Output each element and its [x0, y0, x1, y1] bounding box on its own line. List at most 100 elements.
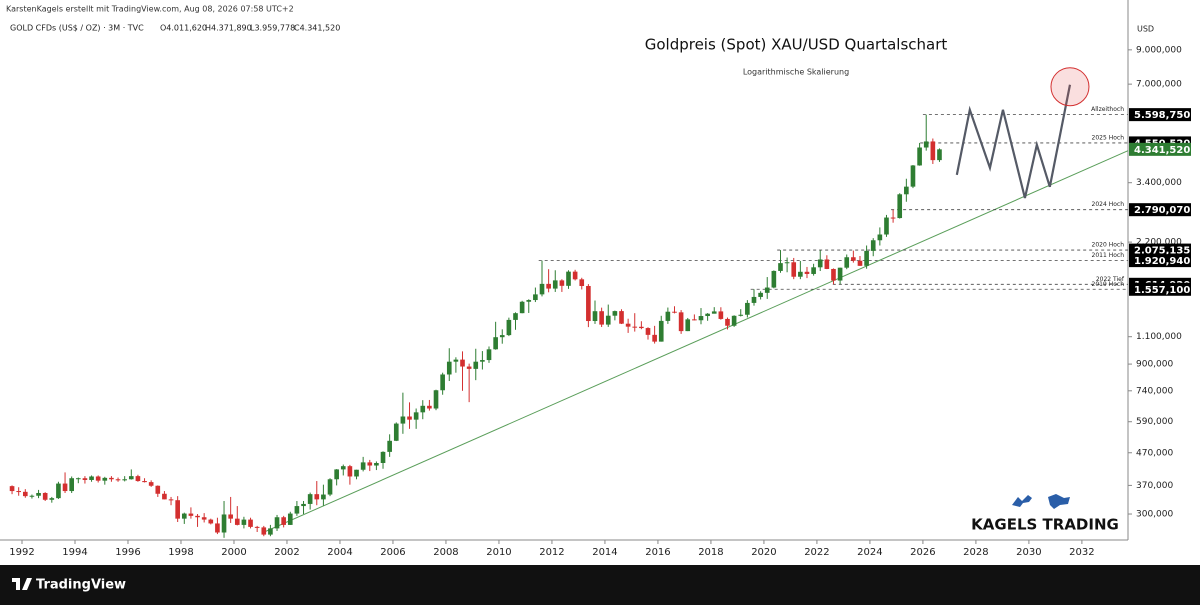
candle-body	[725, 318, 730, 326]
candle-body	[771, 270, 777, 288]
candle-body	[162, 493, 167, 500]
level-label-box	[1129, 254, 1191, 268]
x-tick-label: 1998	[168, 547, 193, 558]
candle-body	[665, 311, 671, 321]
x-tick-label: 1996	[115, 547, 140, 558]
candle-body	[75, 478, 81, 480]
candle-body	[261, 527, 267, 535]
level-label: 2.075,135	[1134, 246, 1190, 257]
candle-body	[407, 416, 412, 420]
candle-body	[698, 316, 704, 321]
projection-line	[955, 84, 1072, 199]
ohlc-open: O4.011,620	[160, 24, 207, 33]
level-label-box	[1129, 108, 1191, 122]
candle-body	[930, 141, 936, 161]
candle-body	[632, 326, 638, 328]
candle-body	[281, 517, 286, 525]
candle-body	[798, 271, 803, 277]
logo-text: KAGELS TRADING	[971, 516, 1119, 534]
candle-body	[678, 312, 684, 332]
candle-body	[705, 313, 710, 317]
candle-body	[910, 165, 916, 187]
candle-body	[208, 519, 214, 524]
candle-body	[241, 519, 247, 525]
candle-body	[347, 466, 353, 477]
symbol: GOLD CFDs (US$ / OZ) · 3M · TVC	[10, 24, 144, 33]
logo: KAGELS TRADING	[971, 494, 1119, 534]
y-tick-label: 7.000,000	[1136, 80, 1182, 90]
candle-body	[552, 280, 558, 289]
candle-body	[539, 283, 545, 295]
candle-body	[9, 486, 15, 492]
level-name: 2019 Hoch	[1092, 281, 1125, 288]
candle-body	[652, 334, 657, 342]
x-tick-label: 2000	[221, 547, 246, 558]
candle-body	[460, 359, 465, 367]
x-tick-label: 2012	[539, 547, 564, 558]
candle-body	[221, 514, 227, 533]
candle-body	[923, 141, 929, 148]
candle-body	[453, 359, 459, 362]
candle-body	[486, 349, 492, 361]
x-tick-label: 2032	[1069, 547, 1094, 558]
level-label: 2.790,070	[1134, 205, 1190, 216]
candle-body	[148, 482, 154, 486]
candle-body	[731, 315, 737, 326]
candle-body	[837, 267, 843, 281]
candle-body	[612, 311, 618, 316]
x-tick-label: 2002	[274, 547, 299, 558]
footer-bar	[0, 565, 1200, 605]
candle-body	[493, 337, 498, 350]
y-tick-label: 2.200,000	[1136, 238, 1182, 248]
candle-body	[533, 294, 538, 301]
candle-body	[168, 499, 174, 501]
candle-body	[897, 194, 903, 219]
candle-body	[917, 147, 922, 166]
candle-body	[446, 361, 452, 375]
candle-body	[480, 360, 485, 362]
candle-body	[334, 469, 339, 480]
bear-icon	[1048, 494, 1070, 509]
footer-text: TradingView	[36, 578, 126, 593]
candle-body	[340, 466, 346, 470]
candle-body	[851, 257, 856, 261]
x-tick-label: 1992	[9, 547, 34, 558]
candle-body	[433, 390, 439, 409]
x-tick-label: 2006	[380, 547, 405, 558]
candle-body	[69, 478, 74, 492]
candle-body	[526, 300, 532, 302]
candle-body	[658, 320, 664, 342]
x-tick-label: 2022	[804, 547, 829, 558]
candle-body	[904, 186, 909, 195]
candle-body	[102, 477, 108, 481]
y-tick-label: 900,000	[1136, 360, 1173, 370]
candle-body	[400, 416, 406, 424]
candle-body	[360, 462, 366, 470]
candle-body	[844, 257, 850, 268]
last-price-label: 4.341,520	[1134, 145, 1190, 156]
candle-body	[546, 283, 551, 289]
candle-body	[745, 302, 750, 315]
y-tick-label: 470,000	[1136, 448, 1173, 458]
candle-body	[864, 250, 869, 266]
x-tick-label: 1994	[62, 547, 87, 558]
candle-body	[592, 311, 598, 322]
candle-body	[639, 326, 644, 329]
x-tick-label: 2016	[645, 547, 670, 558]
x-tick-label: 2004	[327, 547, 352, 558]
candle-body	[784, 262, 790, 264]
level-label-box	[1129, 203, 1191, 217]
candle-body	[420, 405, 426, 413]
candle-body	[499, 335, 505, 338]
x-tick-label: 2018	[698, 547, 723, 558]
candle-body	[22, 491, 28, 497]
candle-body	[440, 374, 445, 391]
candle-body	[804, 271, 810, 274]
level-name: 2022 Tief	[1096, 276, 1125, 283]
candle-body	[287, 513, 293, 525]
bull-icon	[1012, 495, 1032, 507]
level-name: Allzeithoch	[1091, 106, 1124, 113]
candle-body	[506, 319, 512, 336]
candle-body	[758, 292, 763, 297]
candle-body	[811, 267, 816, 274]
